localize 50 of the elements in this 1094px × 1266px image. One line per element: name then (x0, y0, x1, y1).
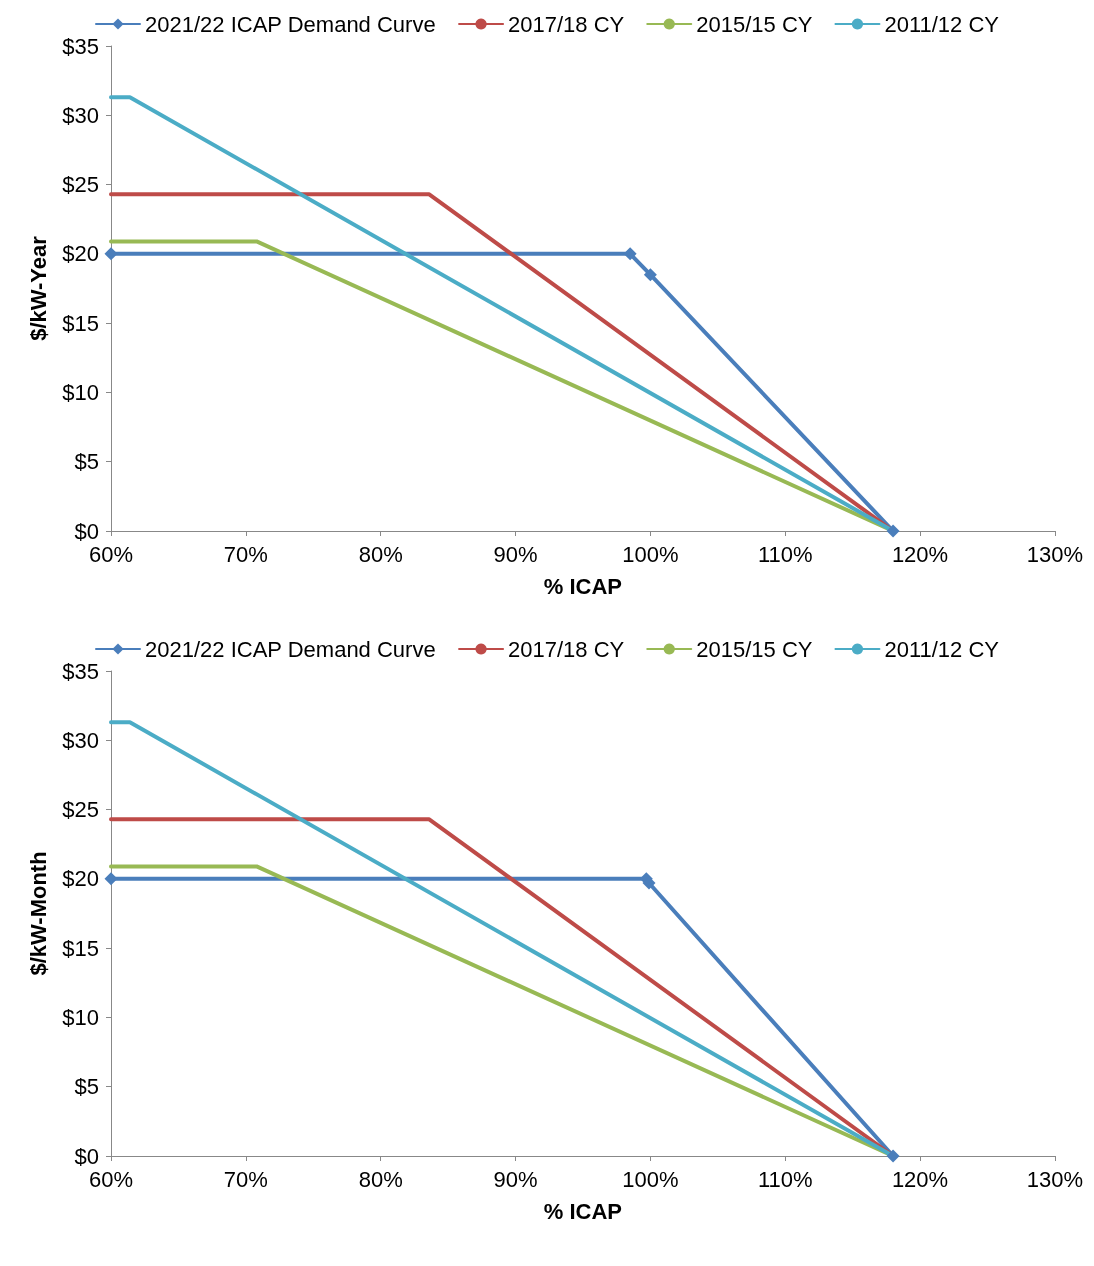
x-tick-label: 70% (223, 1166, 268, 1192)
point (104, 247, 118, 261)
x-tick-label: 130% (1026, 541, 1084, 567)
y-tick-label: $20 (62, 866, 99, 892)
y-tick-label: $10 (62, 1004, 99, 1030)
legend-label: 2015/15 CY (696, 636, 813, 662)
legend-label: 2015/15 CY (696, 11, 813, 37)
y-tick-label: $30 (62, 727, 99, 753)
x-tick-label: 110% (757, 541, 813, 567)
point (643, 268, 657, 282)
x-tick-label: 110% (757, 1166, 813, 1192)
legend-label: 2017/18 CY (508, 636, 625, 662)
y-tick-label: $25 (62, 172, 99, 198)
y-tick-label: $25 (62, 797, 99, 823)
x-tick-label: 90% (493, 541, 538, 567)
x-tick-label: 100% (622, 1166, 679, 1192)
x-tick-label: 80% (358, 1166, 403, 1192)
y-tick-label: $0 (74, 1143, 99, 1169)
x-tick-label: 120% (891, 1166, 949, 1192)
y-tick-label: $20 (62, 241, 99, 267)
x-tick-label: 70% (223, 541, 268, 567)
point (104, 872, 118, 886)
x-tick-label: 60% (88, 1166, 134, 1192)
x-axis-title: % ICAP (543, 573, 623, 599)
y-axis-title: $/kW-Year (25, 235, 51, 341)
legend-label: 2021/22 ICAP Demand Curve (144, 11, 436, 37)
y-tick-label: $35 (62, 33, 99, 59)
legend-label: 2011/12 CY (884, 636, 1000, 662)
x-tick-label: 90% (493, 1166, 538, 1192)
y-tick-label: $10 (62, 379, 99, 405)
y-tick-label: $15 (62, 935, 99, 961)
x-tick-label: 130% (1026, 1166, 1084, 1192)
legend-label: 2017/18 CY (508, 11, 625, 37)
y-tick-label: $15 (62, 310, 99, 336)
legend-label: 2011/12 CY (884, 11, 1000, 37)
y-tick-label: $0 (74, 518, 99, 544)
x-axis-title: % ICAP (543, 1198, 623, 1224)
x-tick-label: 60% (88, 541, 134, 567)
point (886, 524, 900, 538)
y-axis-title: $/kW-Month (25, 851, 51, 976)
x-tick-label: 120% (891, 541, 949, 567)
y-tick-label: $5 (74, 1074, 99, 1100)
legend-label: 2021/22 ICAP Demand Curve (144, 636, 436, 662)
x-tick-label: 80% (358, 541, 403, 567)
point (623, 247, 637, 261)
y-tick-label: $30 (62, 102, 99, 128)
point (886, 1149, 900, 1163)
y-tick-label: $5 (74, 449, 99, 475)
x-tick-label: 100% (622, 541, 679, 567)
y-tick-label: $35 (62, 658, 99, 684)
